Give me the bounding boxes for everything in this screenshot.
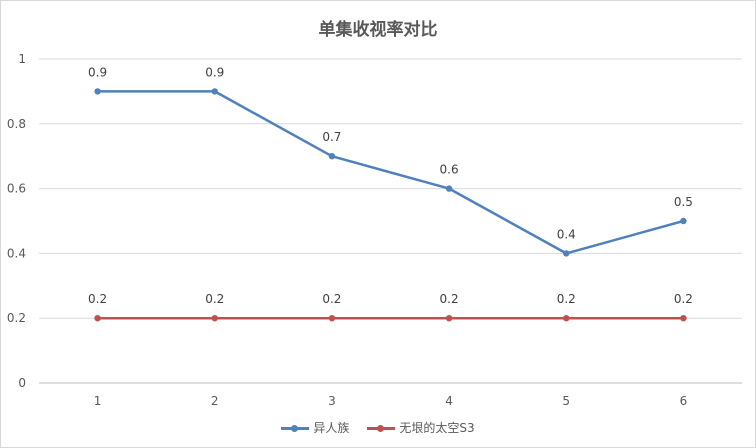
data-label: 0.9 bbox=[88, 65, 107, 79]
data-point bbox=[94, 315, 101, 322]
legend-swatch-series-1 bbox=[281, 422, 310, 434]
x-tick-label: 3 bbox=[328, 394, 336, 408]
y-tick-label: 1 bbox=[18, 52, 26, 66]
legend-swatch-series-2 bbox=[367, 422, 396, 434]
data-point bbox=[211, 315, 218, 322]
x-tick-label: 4 bbox=[445, 394, 453, 408]
data-point bbox=[563, 315, 570, 322]
data-point bbox=[445, 185, 453, 192]
data-label: 0.2 bbox=[88, 292, 107, 306]
y-tick-label: 0.6 bbox=[7, 182, 26, 196]
data-point bbox=[211, 88, 218, 95]
data-label: 0.6 bbox=[440, 163, 459, 177]
data-point bbox=[94, 88, 101, 95]
x-tick-label: 6 bbox=[680, 394, 688, 408]
y-tick-label: 0.8 bbox=[7, 117, 26, 131]
y-tick-label: 0 bbox=[18, 376, 26, 390]
data-label: 0.7 bbox=[322, 130, 341, 144]
chart-title: 单集收视率对比 bbox=[318, 20, 438, 40]
data-point bbox=[563, 250, 570, 257]
legend-item-series-1: 异人族 bbox=[281, 419, 349, 436]
legend-label-series-2: 无垠的太空S3 bbox=[399, 421, 475, 435]
data-label: 0.2 bbox=[322, 292, 341, 306]
x-tick-label: 5 bbox=[562, 394, 570, 408]
data-label: 0.4 bbox=[557, 227, 576, 241]
data-point bbox=[445, 315, 453, 322]
legend-item-series-2: 无垠的太空S3 bbox=[367, 419, 475, 436]
data-label: 0.2 bbox=[674, 292, 693, 306]
x-tick-label: 2 bbox=[211, 394, 219, 408]
y-tick-label: 0.4 bbox=[7, 246, 26, 260]
data-point bbox=[328, 315, 336, 322]
data-label: 0.5 bbox=[674, 195, 693, 209]
data-label: 0.9 bbox=[205, 65, 224, 79]
legend-label-series-1: 异人族 bbox=[313, 421, 350, 435]
legend: 异人族 无垠的太空S3 bbox=[1, 419, 755, 436]
data-point bbox=[680, 315, 687, 322]
data-label: 0.2 bbox=[557, 292, 576, 306]
y-tick-label: 0.2 bbox=[7, 311, 26, 325]
data-label: 0.2 bbox=[205, 292, 224, 306]
data-point bbox=[680, 217, 687, 225]
series-line-1 bbox=[97, 90, 684, 255]
data-point bbox=[328, 153, 336, 160]
x-tick-label: 1 bbox=[94, 394, 102, 408]
data-label: 0.2 bbox=[440, 292, 459, 306]
